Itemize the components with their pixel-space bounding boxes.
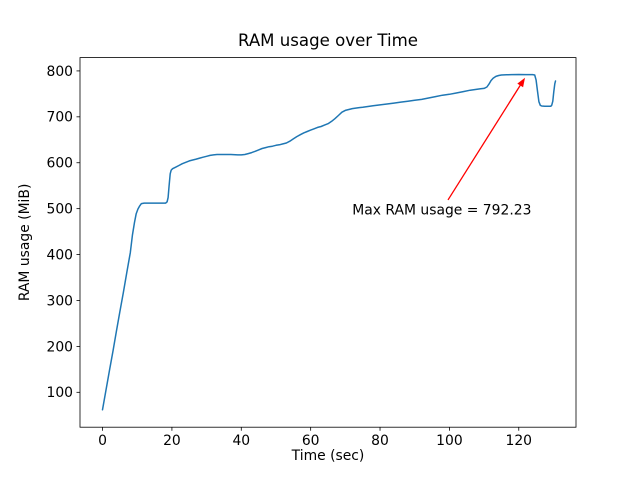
y-tick-label: 300 (46, 293, 73, 309)
x-axis-ticks: 0 20 40 60 80 100 120 (98, 427, 532, 449)
x-tick-label: 120 (506, 433, 533, 449)
x-tick-label: 0 (98, 433, 107, 449)
x-tick-label: 100 (436, 433, 463, 449)
plot-border (79, 57, 577, 428)
y-tick-label: 600 (46, 156, 73, 172)
annotation-text: Max RAM usage = 792.23 (352, 203, 531, 219)
x-tick-label: 20 (163, 433, 181, 449)
max-ram-annotation: Max RAM usage = 792.23 (352, 77, 531, 219)
x-tick-label: 60 (302, 433, 320, 449)
y-tick-label: 400 (46, 247, 73, 263)
y-tick-label: 700 (46, 110, 73, 126)
y-tick-label: 800 (46, 64, 73, 80)
x-tick-label: 40 (232, 433, 250, 449)
y-axis-label: RAM usage (MiB) (17, 184, 33, 302)
chart-title: RAM usage over Time (238, 31, 418, 50)
x-tick-label: 80 (371, 433, 389, 449)
y-axis-ticks: 100 200 300 400 500 600 700 800 (46, 64, 80, 401)
y-tick-label: 500 (46, 202, 73, 218)
y-tick-label: 200 (46, 339, 73, 355)
annotation-arrowhead (517, 77, 525, 88)
ram-usage-line (101, 73, 557, 411)
y-tick-label: 100 (46, 385, 73, 401)
annotation-arrow-line (447, 82, 523, 201)
x-axis-label: Time (sec) (291, 448, 365, 464)
